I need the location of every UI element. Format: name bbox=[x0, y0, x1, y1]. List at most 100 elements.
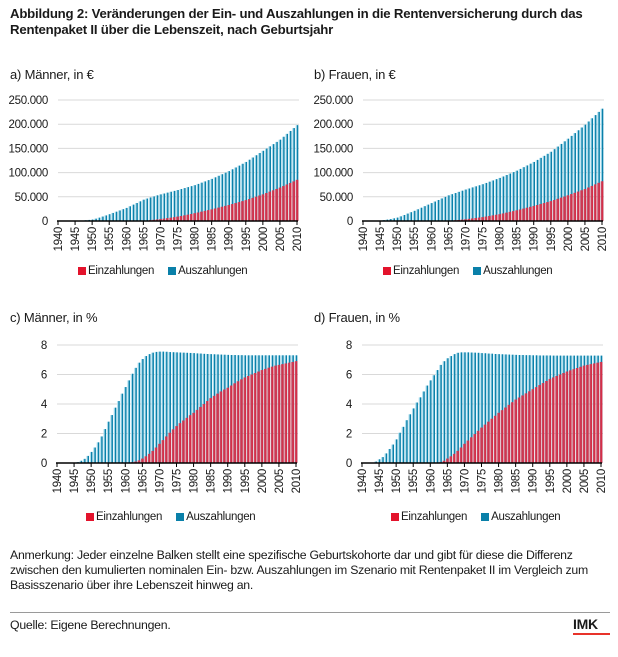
legend-item-auszahlungen: Auszahlungen bbox=[481, 511, 561, 523]
bar-auszahlungen-dark bbox=[105, 215, 108, 221]
y-tick-label: 50.000 bbox=[15, 192, 48, 204]
bar-einzahlungen-dark bbox=[584, 189, 587, 221]
bar-einzahlungen bbox=[467, 218, 471, 221]
bar-auszahlungen bbox=[439, 364, 442, 463]
bar-einzahlungen-dark bbox=[515, 399, 517, 463]
bar-auszahlungen bbox=[188, 352, 192, 463]
bar-auszahlungen-dark bbox=[94, 447, 96, 463]
bar-einzahlungen-dark bbox=[557, 198, 559, 221]
x-tick-label: 1970 bbox=[460, 227, 472, 251]
bar-einzahlungen-dark bbox=[512, 402, 514, 463]
bar-einzahlungen-dark bbox=[138, 460, 141, 463]
bar-einzahlungen bbox=[268, 191, 271, 221]
bar-einzahlungen-dark bbox=[484, 424, 487, 463]
bar-einzahlungen-dark bbox=[160, 219, 162, 221]
bar-einzahlungen-dark bbox=[574, 192, 576, 221]
bar-auszahlungen-dark bbox=[403, 214, 406, 221]
legend-swatch-auszahlungen bbox=[168, 267, 177, 275]
bar-einzahlungen bbox=[481, 217, 484, 221]
bar-einzahlungen-dark bbox=[200, 406, 202, 463]
bar-auszahlungen-dark bbox=[543, 155, 546, 221]
y-tick-label: 8 bbox=[41, 340, 47, 352]
bar-auszahlungen bbox=[237, 165, 241, 221]
bar-einzahlungen bbox=[534, 387, 538, 463]
bar-auszahlungen-dark bbox=[166, 351, 168, 463]
bar-einzahlungen-dark bbox=[241, 379, 243, 463]
bar-einzahlungen bbox=[497, 412, 500, 463]
bar-auszahlungen-dark bbox=[272, 144, 275, 221]
bar-einzahlungen-dark bbox=[276, 188, 278, 221]
bar-auszahlungen-dark bbox=[567, 138, 570, 221]
bar-auszahlungen-dark bbox=[191, 186, 193, 221]
bar-einzahlungen bbox=[285, 184, 289, 221]
bar-auszahlungen-dark bbox=[501, 354, 504, 463]
bar-auszahlungen-dark bbox=[197, 183, 200, 221]
bar-auszahlungen bbox=[470, 187, 474, 221]
bar-auszahlungen bbox=[275, 141, 278, 221]
bar-auszahlungen bbox=[164, 351, 168, 463]
x-tick-label: 2000 bbox=[562, 469, 574, 493]
y-tick-label: 0 bbox=[41, 458, 47, 470]
bar-auszahlungen bbox=[292, 128, 295, 221]
bar-einzahlungen-dark bbox=[588, 187, 590, 221]
bar-einzahlungen bbox=[555, 375, 558, 463]
bar-einzahlungen-dark bbox=[179, 423, 182, 463]
bar-einzahlungen-dark bbox=[252, 197, 254, 221]
bar-auszahlungen-dark bbox=[498, 354, 500, 463]
bar-einzahlungen-dark bbox=[447, 458, 449, 463]
bar-auszahlungen bbox=[220, 174, 224, 221]
bar-auszahlungen-dark bbox=[484, 353, 487, 463]
bar-auszahlungen bbox=[97, 217, 101, 221]
bar-einzahlungen bbox=[522, 208, 525, 221]
bar-einzahlungen bbox=[592, 363, 596, 463]
bar-auszahlungen bbox=[398, 432, 401, 463]
bar-einzahlungen bbox=[271, 190, 275, 221]
bar-einzahlungen bbox=[202, 404, 206, 463]
legend-label-einzahlungen: Einzahlungen bbox=[96, 511, 163, 523]
bar-einzahlungen-dark bbox=[220, 391, 223, 463]
bar-auszahlungen bbox=[93, 447, 96, 463]
bar-einzahlungen-dark bbox=[571, 194, 573, 221]
x-tick-label: 1955 bbox=[408, 469, 420, 493]
bar-auszahlungen-dark bbox=[118, 401, 120, 463]
bar-auszahlungen bbox=[227, 171, 230, 221]
bar-auszahlungen bbox=[96, 442, 100, 463]
bar-einzahlungen-dark bbox=[293, 181, 295, 221]
bar-auszahlungen-dark bbox=[588, 121, 590, 221]
bar-einzahlungen-dark bbox=[501, 410, 504, 463]
legend-label-auszahlungen: Auszahlungen bbox=[186, 511, 256, 523]
bar-auszahlungen-dark bbox=[129, 206, 131, 221]
bar-auszahlungen-dark bbox=[242, 163, 244, 221]
bar-auszahlungen-dark bbox=[152, 352, 154, 463]
bar-auszahlungen bbox=[593, 115, 597, 221]
bar-einzahlungen bbox=[185, 417, 189, 463]
bar-einzahlungen-dark bbox=[488, 421, 490, 463]
bar-einzahlungen-dark bbox=[265, 368, 267, 463]
bar-auszahlungen-dark bbox=[132, 204, 135, 221]
legend-swatch-auszahlungen bbox=[473, 267, 482, 275]
bar-einzahlungen bbox=[236, 381, 240, 463]
bar-einzahlungen bbox=[203, 210, 207, 221]
bar-einzahlungen bbox=[200, 211, 203, 221]
bar-einzahlungen bbox=[295, 179, 299, 221]
bar-einzahlungen bbox=[147, 453, 151, 463]
bar-auszahlungen bbox=[258, 153, 261, 221]
x-tick-label: 1945 bbox=[69, 469, 81, 493]
bar-einzahlungen bbox=[518, 209, 522, 221]
bar-einzahlungen bbox=[596, 362, 599, 463]
legend-item-auszahlungen: Auszahlungen bbox=[473, 265, 553, 277]
bar-auszahlungen bbox=[278, 139, 282, 221]
bar-einzahlungen-dark bbox=[491, 418, 494, 463]
bar-einzahlungen bbox=[469, 437, 473, 463]
bar-auszahlungen bbox=[203, 181, 207, 221]
bar-auszahlungen-dark bbox=[196, 353, 199, 463]
y-tick-label: 6 bbox=[41, 370, 47, 382]
bar-einzahlungen-dark bbox=[142, 458, 144, 463]
x-tick-label: 1945 bbox=[375, 227, 387, 251]
x-tick-label: 1980 bbox=[189, 469, 201, 493]
bar-auszahlungen bbox=[392, 218, 396, 221]
bar-auszahlungen bbox=[559, 143, 563, 221]
bar-auszahlungen bbox=[193, 185, 196, 221]
bar-einzahlungen bbox=[599, 361, 603, 463]
bar-auszahlungen bbox=[583, 124, 587, 221]
